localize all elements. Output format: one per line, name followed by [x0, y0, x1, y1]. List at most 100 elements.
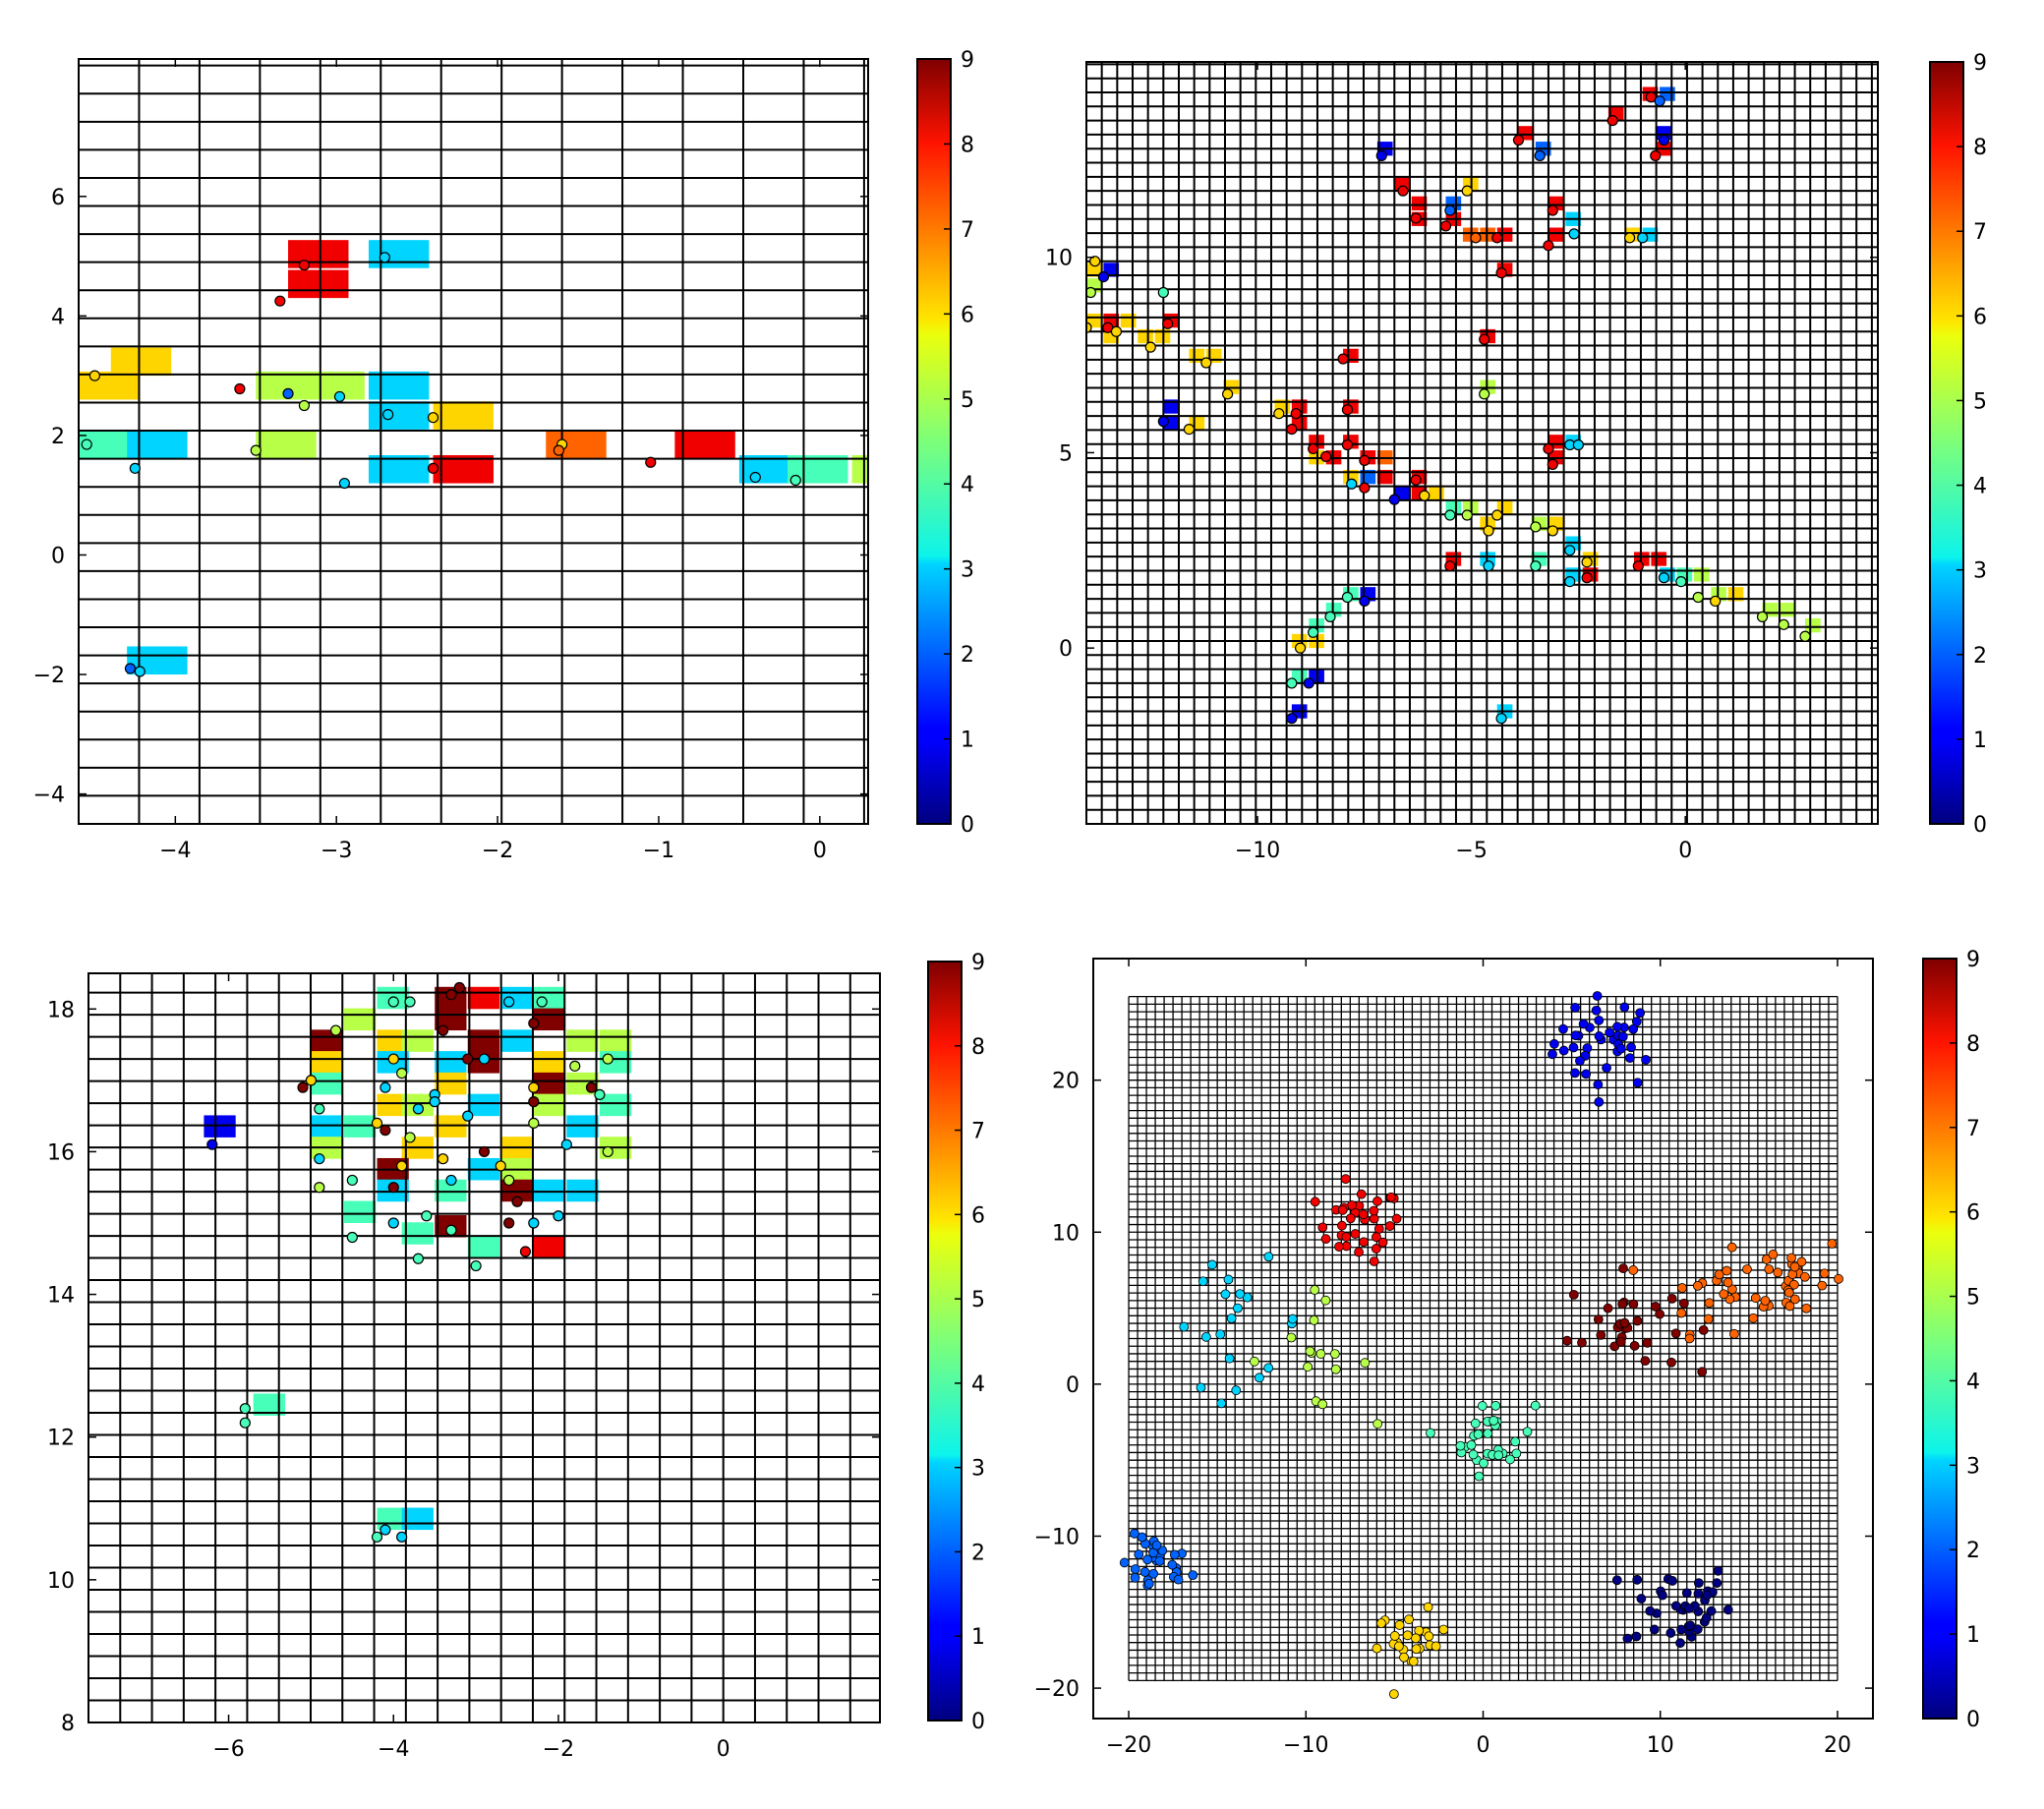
- data-point: [1602, 1063, 1611, 1073]
- data-point: [437, 1153, 449, 1165]
- data-point: [1581, 1069, 1592, 1080]
- data-point: [1144, 341, 1156, 353]
- data-point: [453, 981, 465, 994]
- grid-cell: [401, 1222, 434, 1245]
- grid-cell: [127, 431, 188, 460]
- grid-cell: [433, 454, 494, 484]
- data-point: [1310, 1285, 1320, 1295]
- data-point: [1658, 134, 1670, 146]
- data-point: [594, 1088, 606, 1100]
- colorbar-tick-label: 8: [1966, 1032, 1980, 1057]
- data-point: [1391, 1213, 1402, 1224]
- data-point: [1834, 1273, 1843, 1284]
- colorbar-tick-label: 3: [971, 1457, 985, 1482]
- grid-cell: [599, 1029, 632, 1052]
- colorbar-tick-label: 9: [971, 951, 985, 975]
- data-point: [1373, 1223, 1384, 1234]
- y-tick-label: −10: [1034, 1525, 1080, 1549]
- data-point: [1616, 1043, 1626, 1054]
- data-point: [528, 1217, 540, 1229]
- colorbar-tick-label: 1: [961, 729, 974, 753]
- data-point: [1250, 1356, 1259, 1367]
- grid-cell: [1376, 469, 1393, 485]
- data-point: [1618, 1263, 1628, 1274]
- data-point: [1491, 509, 1503, 521]
- colorbar-tick-label: 1: [1966, 1623, 1980, 1648]
- data-point: [1684, 1333, 1695, 1344]
- colorbar-tick-label: 4: [971, 1372, 985, 1397]
- grid-cell: [377, 1093, 409, 1117]
- y-tick-label: 4: [51, 305, 65, 329]
- data-point: [1624, 232, 1636, 244]
- data-point: [1310, 1196, 1320, 1207]
- data-point: [1564, 545, 1576, 556]
- data-point: [1360, 1358, 1371, 1369]
- y-tick-label: 10: [1045, 247, 1073, 271]
- data-point: [1086, 321, 1092, 333]
- x-tick-label: 0: [717, 1737, 730, 1762]
- data-point: [1341, 591, 1354, 604]
- grid-cell: [343, 1115, 377, 1138]
- data-point: [1369, 1205, 1379, 1216]
- data-point: [1801, 1303, 1812, 1313]
- data-point: [1676, 1624, 1687, 1635]
- y-tick-label: −4: [33, 784, 65, 808]
- data-point: [1309, 1314, 1319, 1325]
- y-tick-label: 12: [47, 1427, 75, 1451]
- data-point: [129, 462, 141, 474]
- data-point: [1411, 1633, 1421, 1644]
- data-point: [380, 1125, 391, 1137]
- data-point: [1330, 1364, 1341, 1374]
- data-point: [553, 444, 564, 456]
- grid-cell: [533, 1072, 566, 1095]
- data-point: [1286, 677, 1298, 689]
- data-point: [1693, 1588, 1704, 1599]
- grid-cell: [500, 1029, 533, 1052]
- y-tick-label: 0: [51, 544, 65, 568]
- data-point: [1629, 1340, 1640, 1351]
- data-point: [1491, 232, 1503, 244]
- plot-area: [1086, 62, 1878, 824]
- data-point: [1575, 1056, 1585, 1066]
- data-point: [1477, 1401, 1488, 1411]
- colorbar-tick-label: 2: [1973, 644, 1987, 669]
- y-tick-label: 6: [51, 186, 65, 210]
- data-point: [1263, 1363, 1274, 1373]
- data-point: [1530, 521, 1542, 533]
- data-point: [1748, 1313, 1759, 1323]
- data-point: [1702, 1590, 1713, 1601]
- grid-cell: [1138, 328, 1153, 344]
- data-point: [1444, 509, 1456, 521]
- data-point: [1119, 1557, 1130, 1568]
- data-point: [396, 1531, 408, 1543]
- colorbar: [1922, 958, 1957, 1720]
- data-point: [1089, 256, 1101, 267]
- data-point: [585, 1081, 598, 1093]
- grid-cell: [566, 1115, 599, 1138]
- data-point: [1372, 1643, 1382, 1654]
- data-point: [1628, 1265, 1639, 1275]
- data-point: [1568, 1289, 1579, 1300]
- data-point: [1200, 357, 1212, 369]
- data-point: [1632, 560, 1644, 572]
- data-point: [1650, 149, 1662, 161]
- data-point: [1712, 1578, 1723, 1589]
- grid-cell: [435, 1072, 467, 1095]
- x-tick-label: −20: [1106, 1733, 1151, 1758]
- data-point: [1137, 1532, 1147, 1543]
- y-tick-label: 20: [1052, 1070, 1080, 1094]
- data-point: [1649, 1624, 1660, 1635]
- data-point: [1615, 1336, 1626, 1347]
- data-point: [1548, 1049, 1557, 1060]
- data-point: [1619, 1317, 1630, 1328]
- data-point: [1142, 1554, 1152, 1565]
- data-point: [1666, 1357, 1676, 1368]
- data-point: [1783, 1287, 1794, 1298]
- grid-cell: [1163, 399, 1179, 414]
- data-point: [1455, 1440, 1466, 1451]
- grid-cell: [377, 1029, 409, 1052]
- data-point: [1722, 1265, 1732, 1276]
- data-point: [1444, 204, 1456, 216]
- data-point: [1221, 388, 1234, 400]
- data-point: [1169, 1549, 1180, 1560]
